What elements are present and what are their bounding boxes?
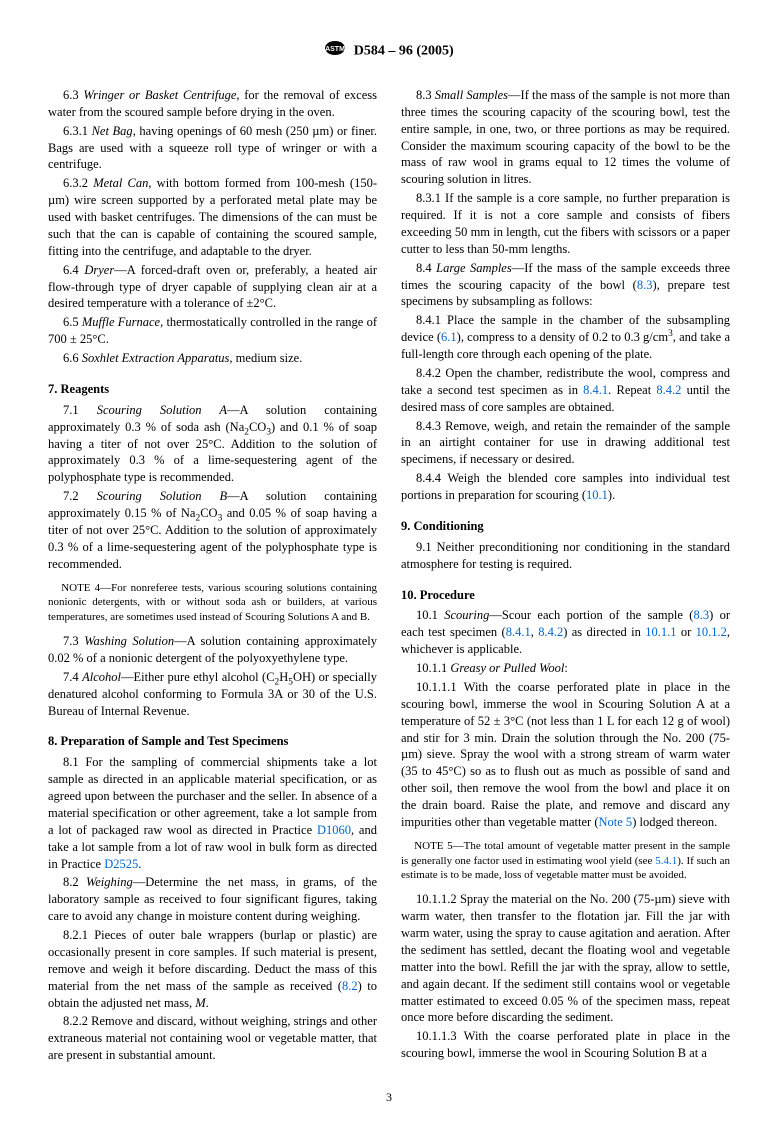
para-8.2.1: 8.2.1 Pieces of outer bale wrappers (bur…: [48, 927, 377, 1011]
para-9.1: 9.1 Neither preconditioning nor conditio…: [401, 539, 730, 573]
para-6.3: 6.3 Wringer or Basket Centrifuge, for th…: [48, 87, 377, 121]
para-8.4: 8.4 Large Samples—If the mass of the sam…: [401, 260, 730, 311]
note-4: NOTE 4—For nonreferee tests, various sco…: [48, 581, 377, 626]
link-8.4.2-b[interactable]: 8.4.2: [538, 625, 563, 639]
para-10.1.1.3: 10.1.1.3 With the coarse perforated plat…: [401, 1028, 730, 1062]
section-7-title: 7. Reagents: [48, 381, 377, 398]
section-9-title: 9. Conditioning: [401, 518, 730, 535]
link-6.1[interactable]: 6.1: [441, 330, 457, 344]
para-6.4: 6.4 Dryer—A forced-draft oven or, prefer…: [48, 262, 377, 313]
link-8.3-b[interactable]: 8.3: [693, 608, 709, 622]
link-5.4.1[interactable]: 5.4.1: [655, 855, 677, 867]
para-7.3: 7.3 Washing Solution—A solution containi…: [48, 633, 377, 667]
section-10-title: 10. Procedure: [401, 587, 730, 604]
designation: D584 – 96 (2005): [354, 44, 454, 59]
para-10.1: 10.1 Scouring—Scour each portion of the …: [401, 607, 730, 658]
para-10.1.1: 10.1.1 Greasy or Pulled Wool:: [401, 660, 730, 677]
para-8.3: 8.3 Small Samples—If the mass of the sam…: [401, 87, 730, 188]
page-header: ASTM D584 – 96 (2005): [48, 40, 730, 63]
para-8.4.4: 8.4.4 Weigh the blended core samples int…: [401, 470, 730, 504]
link-10.1[interactable]: 10.1: [586, 488, 608, 502]
para-6.6: 6.6 Soxhlet Extraction Apparatus, medium…: [48, 350, 377, 367]
link-d2525[interactable]: D2525: [104, 857, 138, 871]
para-8.1: 8.1 For the sampling of commercial shipm…: [48, 754, 377, 872]
body-columns: 6.3 Wringer or Basket Centrifuge, for th…: [48, 87, 730, 1065]
link-10.1.2[interactable]: 10.1.2: [696, 625, 727, 639]
para-7.4: 7.4 Alcohol—Either pure ethyl alcohol (C…: [48, 669, 377, 720]
para-6.3.2: 6.3.2 Metal Can, with bottom formed from…: [48, 175, 377, 259]
para-8.4.1: 8.4.1 Place the sample in the chamber of…: [401, 312, 730, 363]
para-10.1.1.2: 10.1.1.2 Spray the material on the No. 2…: [401, 891, 730, 1026]
para-8.2: 8.2 Weighing—Determine the net mass, in …: [48, 874, 377, 925]
para-6.3.1: 6.3.1 Net Bag, having openings of 60 mes…: [48, 123, 377, 174]
para-7.1: 7.1 Scouring Solution A—A solution conta…: [48, 402, 377, 486]
link-note5[interactable]: Note 5: [599, 815, 633, 829]
link-8.4.1[interactable]: 8.4.1: [583, 383, 608, 397]
para-10.1.1.1: 10.1.1.1 With the coarse perforated plat…: [401, 679, 730, 831]
svg-text:ASTM: ASTM: [325, 46, 345, 53]
para-8.3.1: 8.3.1 If the sample is a core sample, no…: [401, 190, 730, 258]
link-8.4.2[interactable]: 8.4.2: [656, 383, 681, 397]
section-8-title: 8. Preparation of Sample and Test Specim…: [48, 733, 377, 750]
link-d1060[interactable]: D1060: [317, 823, 351, 837]
note-5: NOTE 5—The total amount of vegetable mat…: [401, 839, 730, 884]
para-8.2.2: 8.2.2 Remove and discard, without weighi…: [48, 1013, 377, 1064]
link-8.3[interactable]: 8.3: [637, 278, 653, 292]
para-6.5: 6.5 Muffle Furnace, thermostatically con…: [48, 314, 377, 348]
link-8.2[interactable]: 8.2: [342, 979, 358, 993]
page-number: 3: [48, 1089, 730, 1105]
astm-logo: ASTM: [324, 40, 346, 63]
link-10.1.1[interactable]: 10.1.1: [645, 625, 676, 639]
para-8.4.2: 8.4.2 Open the chamber, redistribute the…: [401, 365, 730, 416]
link-8.4.1-b[interactable]: 8.4.1: [506, 625, 531, 639]
para-8.4.3: 8.4.3 Remove, weigh, and retain the rema…: [401, 418, 730, 469]
para-7.2: 7.2 Scouring Solution B—A solution conta…: [48, 488, 377, 572]
